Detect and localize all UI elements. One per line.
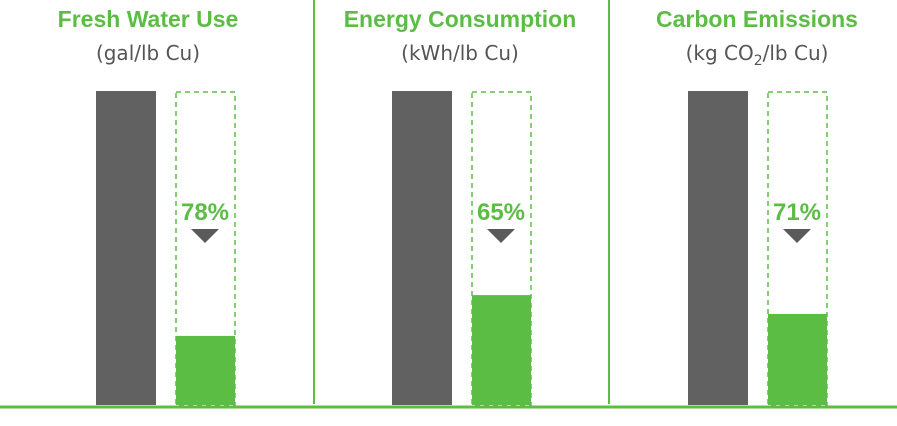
- reduced-outline-carbon: [767, 91, 828, 406]
- panel-unit-energy: (kWh/lb Cu): [401, 41, 519, 65]
- baseline-bar-energy: [392, 91, 452, 405]
- panel-title-carbon: Carbon Emissions: [656, 6, 858, 32]
- reduced-outline-energy: [471, 91, 532, 406]
- panel-title-energy: Energy Consumption: [344, 6, 577, 32]
- reduction-label-energy: 65%: [477, 199, 525, 226]
- panel-unit-carbon-prefix: (kg CO: [686, 41, 754, 65]
- panel-unit-carbon-suffix: /lb Cu): [763, 41, 829, 65]
- reduced-bar-energy: [472, 295, 531, 405]
- panel-unit-carbon: (kg CO2/lb Cu): [686, 41, 829, 69]
- down-arrow-icon-energy: [487, 229, 515, 243]
- reduction-label-fresh-water: 78%: [181, 199, 229, 226]
- panel-unit-carbon-sub: 2: [754, 53, 763, 69]
- baseline-bar-carbon: [688, 91, 748, 405]
- down-arrow-icon-fresh-water: [191, 229, 219, 243]
- reduced-bar-carbon: [768, 313, 827, 405]
- baseline-bar-fresh-water: [96, 91, 156, 405]
- reduction-label-carbon: 71%: [773, 199, 821, 226]
- reduced-bar-fresh-water: [176, 335, 235, 405]
- panel-unit-fresh-water: (gal/lb Cu): [96, 41, 200, 65]
- down-arrow-icon-carbon: [783, 229, 811, 243]
- panel-title-fresh-water: Fresh Water Use: [58, 6, 239, 32]
- reduced-outline-fresh-water: [175, 91, 236, 406]
